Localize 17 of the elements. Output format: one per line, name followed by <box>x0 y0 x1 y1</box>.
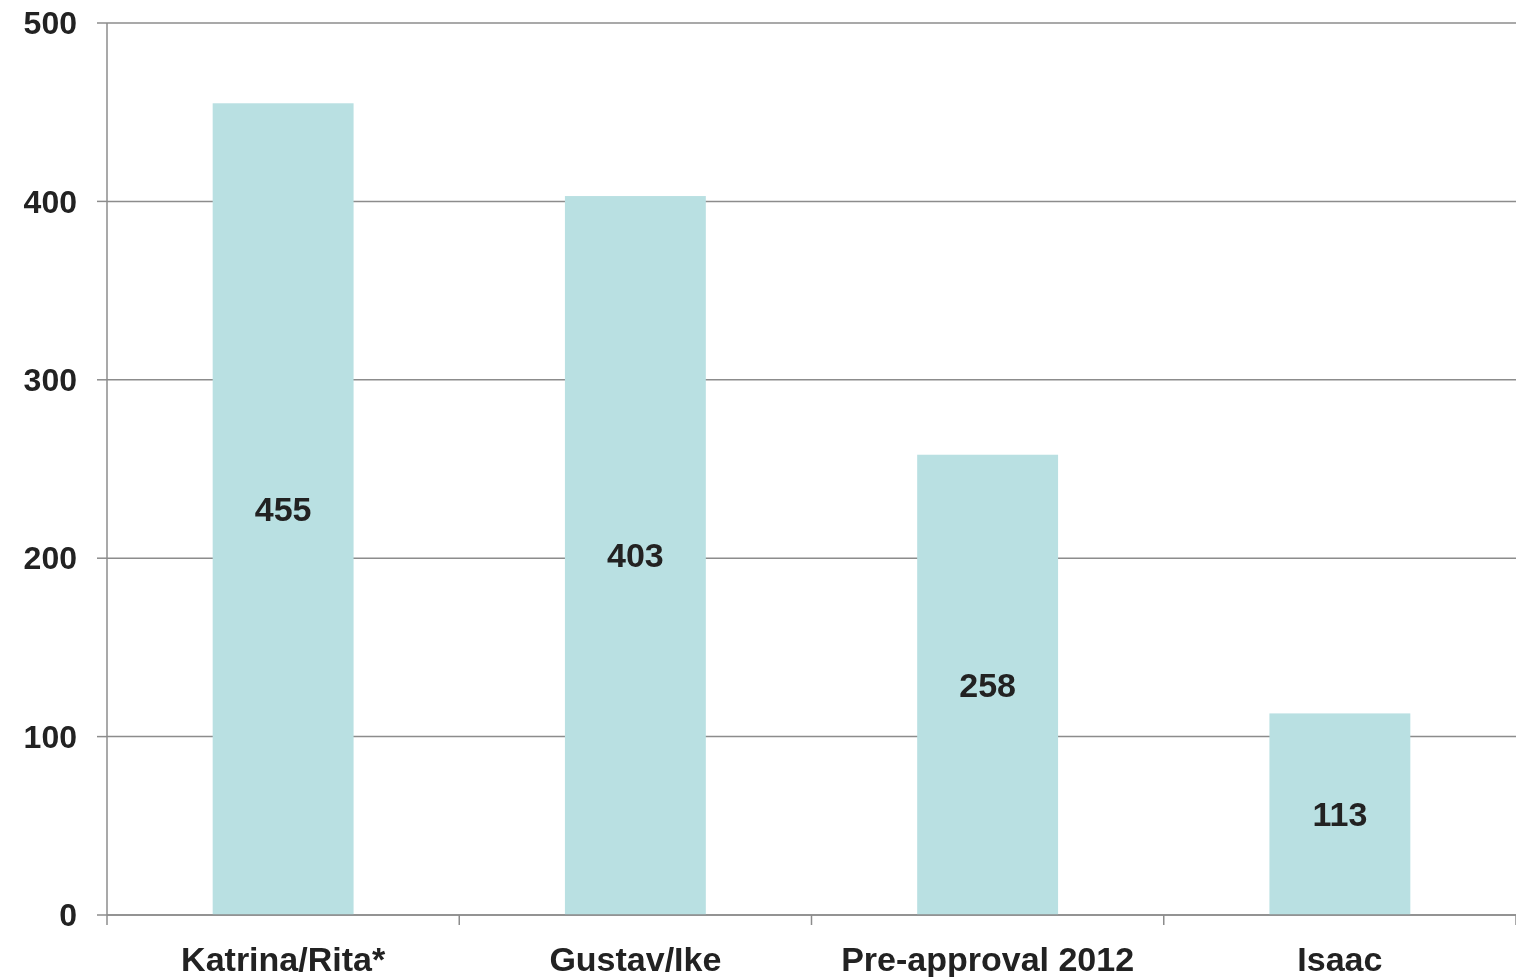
y-tick-label: 0 <box>59 897 77 934</box>
bar <box>917 454 1059 915</box>
y-tick-label: 100 <box>23 718 77 755</box>
y-tick-label: 400 <box>23 183 77 220</box>
bar <box>564 196 706 915</box>
y-tick-label: 200 <box>23 540 77 577</box>
x-tick-label: Gustav/Ike <box>549 940 722 977</box>
x-tick-label: Katrina/Rita* <box>181 940 386 977</box>
bar <box>1269 713 1411 915</box>
data-label: 403 <box>607 536 664 575</box>
data-label: 113 <box>1312 795 1368 834</box>
x-tick-label: Isaac <box>1297 940 1383 977</box>
data-label: 455 <box>254 490 312 529</box>
data-label: 258 <box>959 665 1016 704</box>
bar <box>212 103 354 915</box>
y-tick-label: 300 <box>23 362 77 398</box>
y-tick-label: 500 <box>23 5 77 42</box>
